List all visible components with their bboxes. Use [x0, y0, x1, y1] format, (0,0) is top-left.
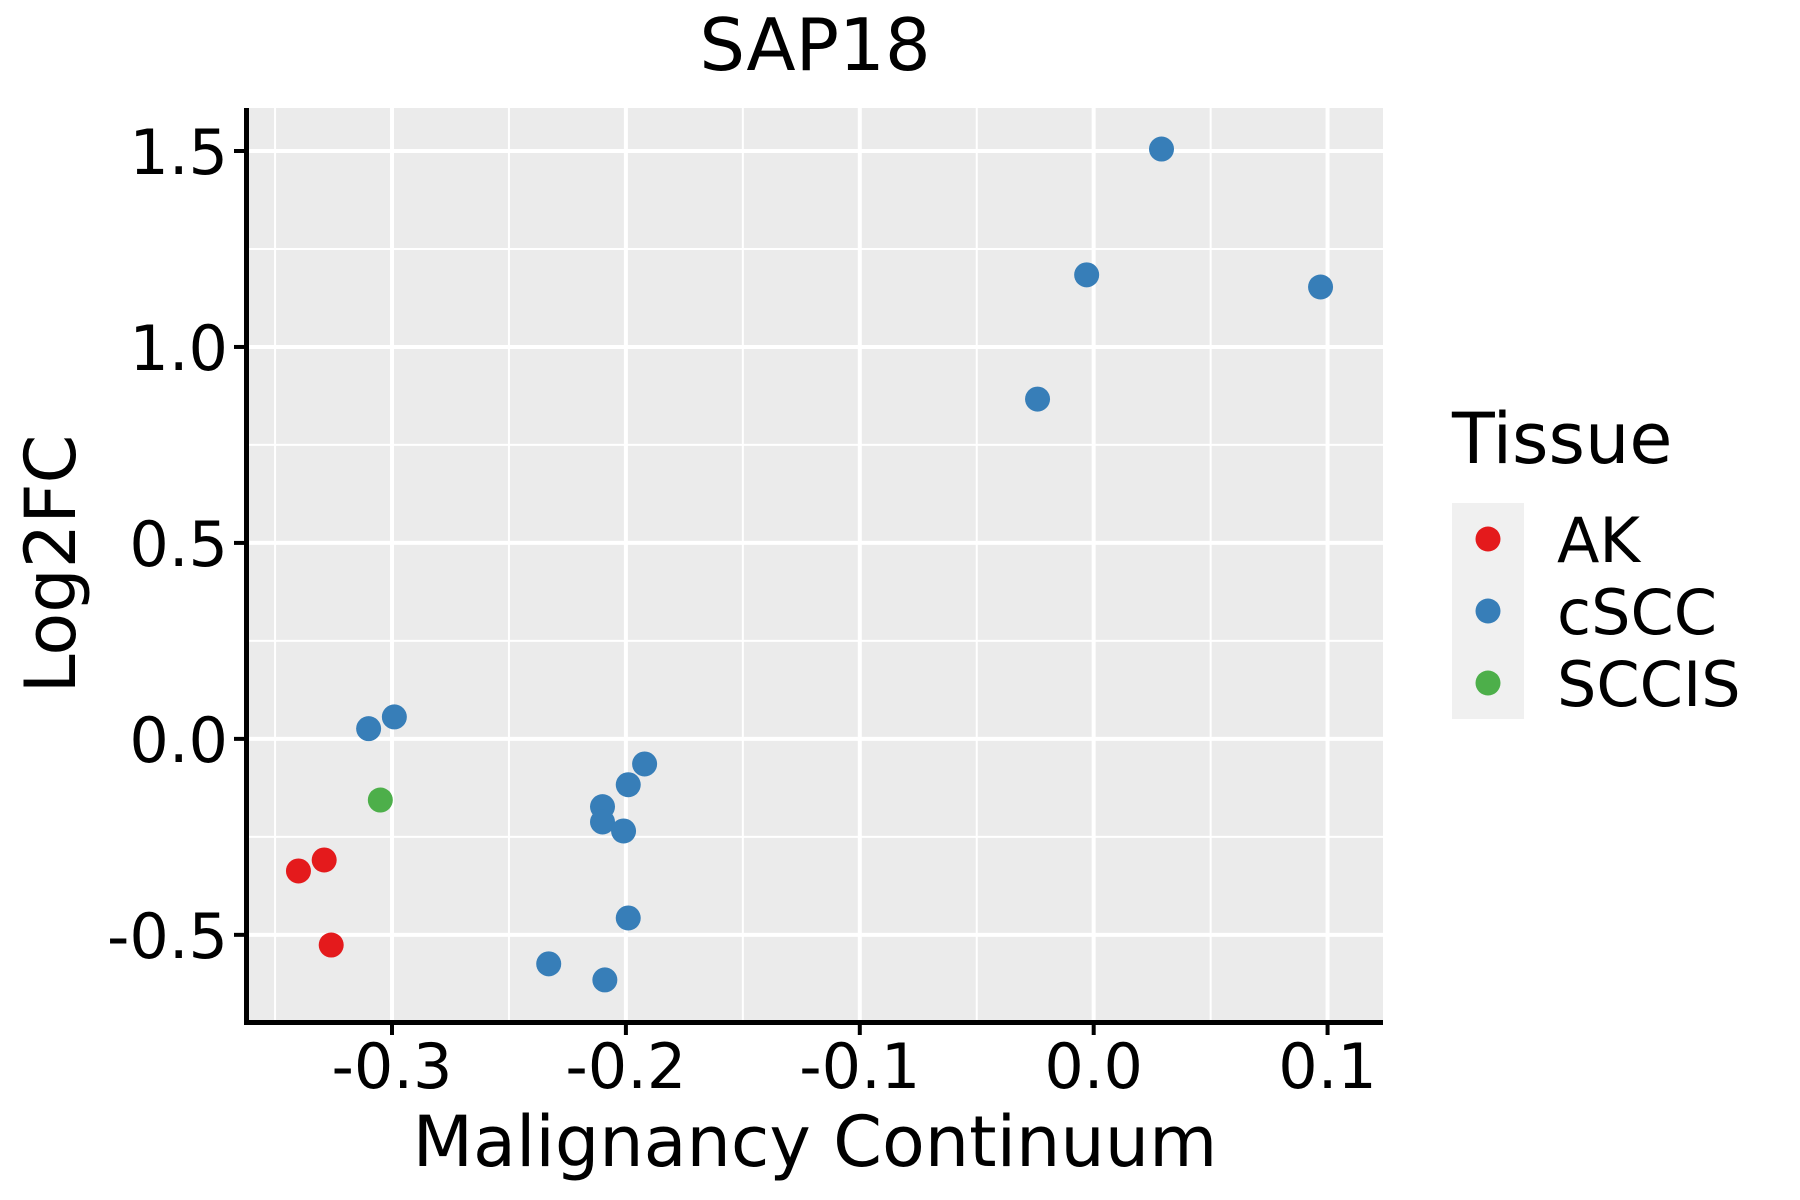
legend-dot-SCCIS	[1475, 670, 1501, 696]
plot-panel-layer	[247, 108, 1383, 1020]
legend-label-AK: AK	[1557, 504, 1641, 577]
y-axis-title: Log2FC	[10, 435, 92, 694]
data-point-cSCC	[1308, 274, 1334, 300]
plot-panel	[247, 108, 1383, 1020]
y-tick-label: -0.5	[107, 900, 228, 973]
data-point-SCCIS	[367, 787, 393, 813]
data-points-layer	[285, 136, 1334, 993]
x-tick-label: 0.1	[1278, 1030, 1377, 1103]
y-tick-label: 1.5	[129, 116, 228, 189]
x-tick-label: -0.1	[799, 1030, 920, 1103]
gridline-layer	[247, 108, 1383, 1020]
plot-title: SAP18	[699, 3, 930, 87]
legend-dot-cSCC	[1475, 598, 1501, 624]
legend-dot-AK	[1475, 526, 1501, 552]
data-point-cSCC	[615, 905, 641, 931]
data-point-AK	[318, 932, 344, 958]
x-tick-label: -0.3	[332, 1030, 453, 1103]
data-point-cSCC	[1025, 386, 1051, 412]
legend-label-cSCC: cSCC	[1557, 576, 1717, 649]
data-point-cSCC	[590, 809, 616, 835]
data-point-cSCC	[611, 818, 637, 844]
data-point-cSCC	[356, 716, 382, 742]
data-point-cSCC	[615, 772, 641, 798]
data-point-cSCC	[381, 704, 407, 730]
data-point-cSCC	[1149, 136, 1175, 162]
y-tick-label: 0.0	[129, 704, 228, 777]
x-tick-label: -0.2	[565, 1030, 686, 1103]
legend-label-SCCIS: SCCIS	[1557, 648, 1741, 721]
axis-layer: -0.3 -0.2 -0.1 0.0 0.1 1.5 1.0 0.5 0.0 -0.5	[107, 108, 1383, 1103]
x-axis-title: Malignancy Continuum	[413, 1101, 1218, 1183]
data-point-AK	[285, 858, 311, 884]
data-point-cSCC	[592, 967, 618, 993]
data-point-cSCC	[536, 951, 562, 977]
legend-title: Tissue	[1451, 398, 1672, 480]
y-tick-label: 1.0	[129, 312, 228, 385]
data-point-AK	[311, 847, 337, 873]
x-tick-label: 0.0	[1044, 1030, 1143, 1103]
y-tick-label: 0.5	[129, 508, 228, 581]
data-point-cSCC	[632, 751, 658, 777]
data-point-cSCC	[1074, 262, 1100, 288]
